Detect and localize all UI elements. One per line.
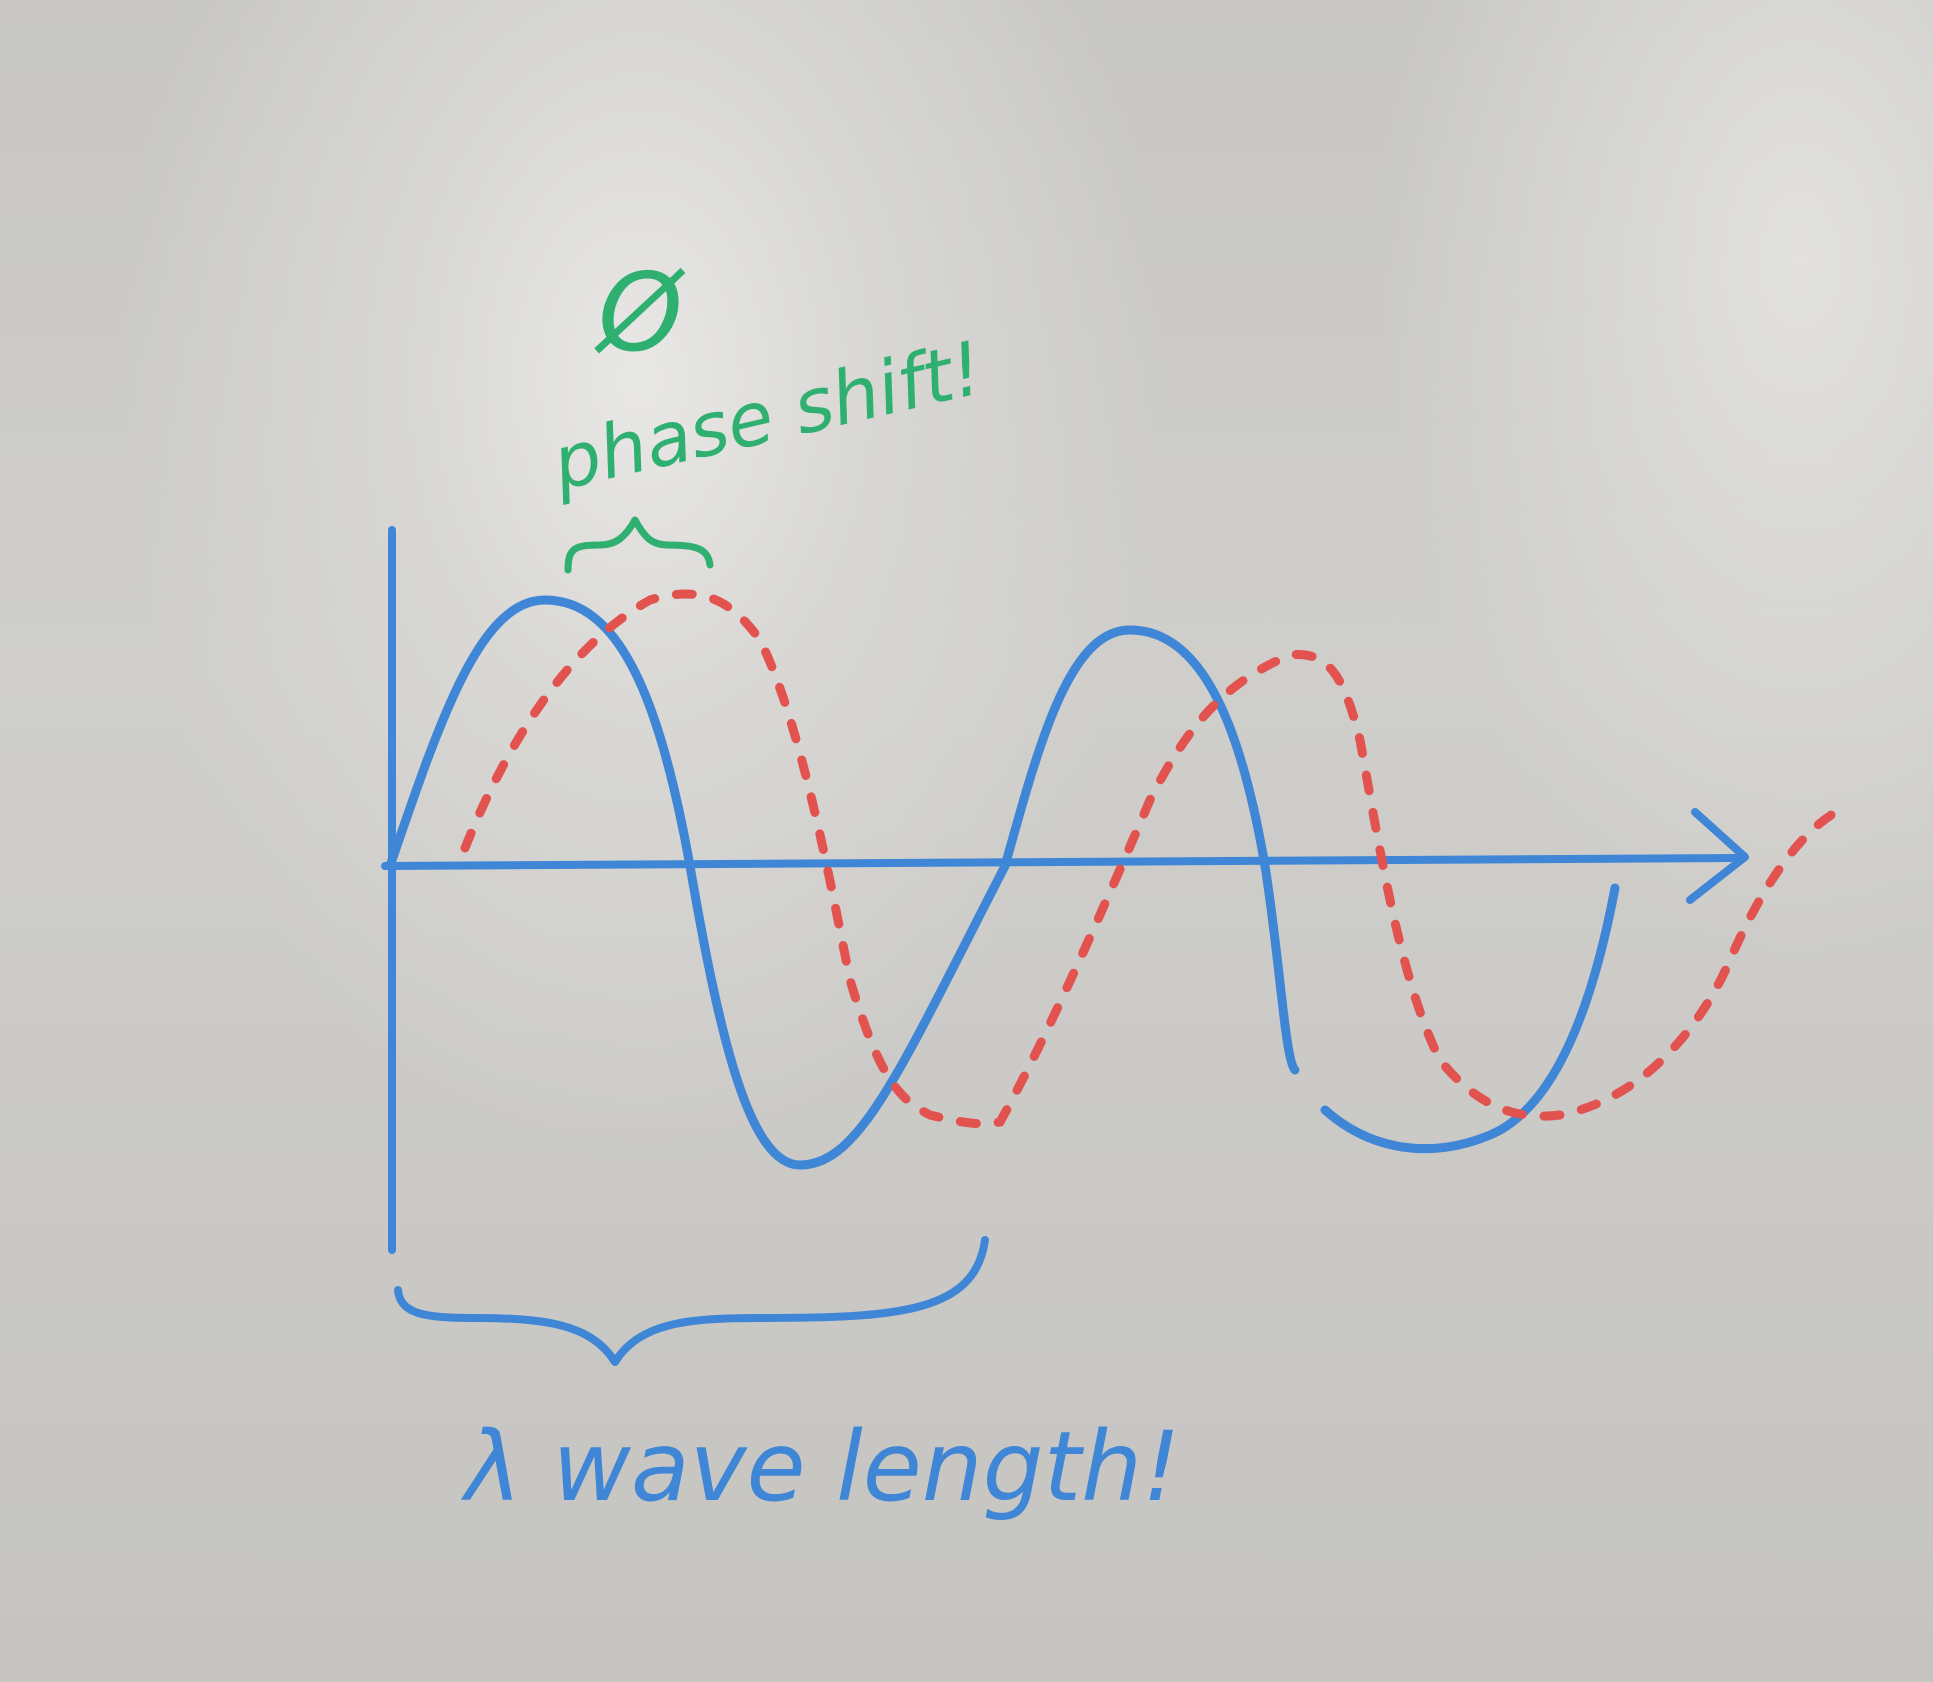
phi-symbol: Ø (594, 251, 686, 376)
phase-brace (564, 516, 714, 574)
wavelength-brace (394, 1236, 989, 1366)
red-dashed-wave (460, 589, 1845, 1129)
wavelength-label: λ wave length! (460, 1411, 1181, 1523)
axis-arrowhead (1686, 808, 1749, 904)
horizontal-axis (381, 854, 1744, 870)
blue-sine-wave (385, 595, 1620, 1170)
